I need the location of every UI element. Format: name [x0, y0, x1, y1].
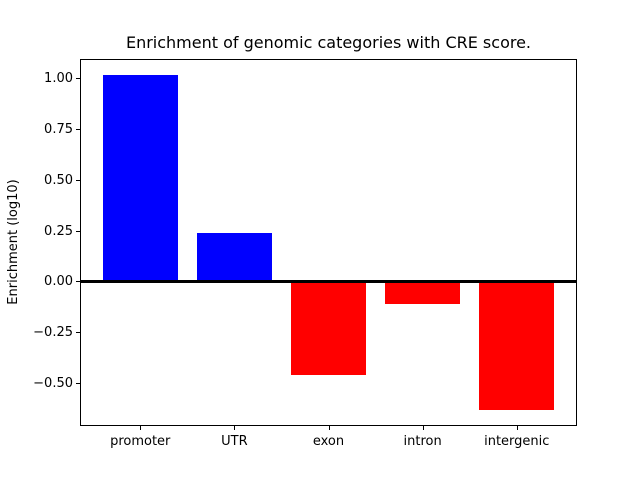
y-tick-label: −0.50 [33, 375, 73, 391]
x-tick-mark [140, 426, 142, 430]
x-tick-label-intergenic: intergenic [484, 434, 550, 449]
x-tick-mark [234, 426, 236, 430]
bar-promoter [102, 74, 178, 282]
y-tick-mark [76, 230, 80, 232]
y-tick-mark [76, 129, 80, 131]
y-tick-mark [76, 179, 80, 181]
x-tick-label-UTR: UTR [221, 434, 248, 449]
y-tick-mark [76, 281, 80, 283]
chart-title: Enrichment of genomic categories with CR… [125, 33, 532, 52]
x-tick-mark [328, 426, 330, 430]
bar-intron [384, 281, 461, 305]
y-tick-mark [76, 332, 80, 334]
y-axis-label: Enrichment (log10) [6, 179, 21, 305]
bar-exon [290, 281, 367, 376]
y-tick-label: 0.00 [44, 274, 73, 290]
zero-line [80, 280, 577, 284]
bar-UTR [196, 233, 273, 282]
x-tick-label-promoter: promoter [110, 434, 171, 449]
y-tick-label: 1.00 [44, 71, 73, 87]
y-tick-label: 0.75 [44, 122, 73, 138]
x-tick-mark [422, 426, 424, 430]
y-tick-label: 0.25 [44, 223, 73, 239]
x-tick-label-intron: intron [403, 434, 442, 449]
y-tick-label: −0.25 [33, 325, 73, 341]
y-tick-mark [76, 78, 80, 80]
x-tick-mark [516, 426, 518, 430]
bar-intergenic [479, 281, 555, 410]
x-tick-label-exon: exon [312, 434, 345, 449]
y-tick-label: 0.50 [44, 172, 73, 188]
y-tick-mark [76, 382, 80, 384]
